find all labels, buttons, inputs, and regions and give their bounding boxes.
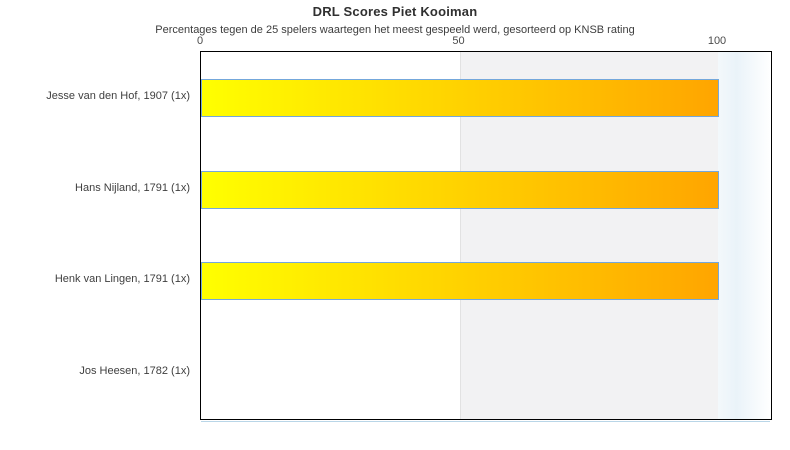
bar bbox=[201, 78, 719, 117]
category-label: Henk van Lingen, 1791 (1x) bbox=[54, 273, 190, 286]
bar bbox=[201, 262, 719, 301]
x-tick-0: 0 bbox=[196, 35, 204, 47]
x-tick-100: 100 bbox=[707, 35, 727, 47]
band-beyond-100 bbox=[718, 52, 771, 419]
x-tick-50: 50 bbox=[452, 35, 465, 47]
category-label: Jos Heesen, 1782 (1x) bbox=[79, 365, 190, 378]
bar bbox=[201, 170, 719, 209]
category-label: Jesse van den Hof, 1907 (1x) bbox=[46, 89, 190, 102]
chart-subtitle: Percentages tegen de 25 spelers waartege… bbox=[155, 24, 635, 36]
plot-area bbox=[200, 51, 772, 420]
category-label: Hans Nijland, 1791 (1x) bbox=[75, 181, 190, 194]
chart-title: DRL Scores Piet Kooiman bbox=[312, 4, 478, 19]
plot-bottom-shadow bbox=[201, 421, 770, 422]
